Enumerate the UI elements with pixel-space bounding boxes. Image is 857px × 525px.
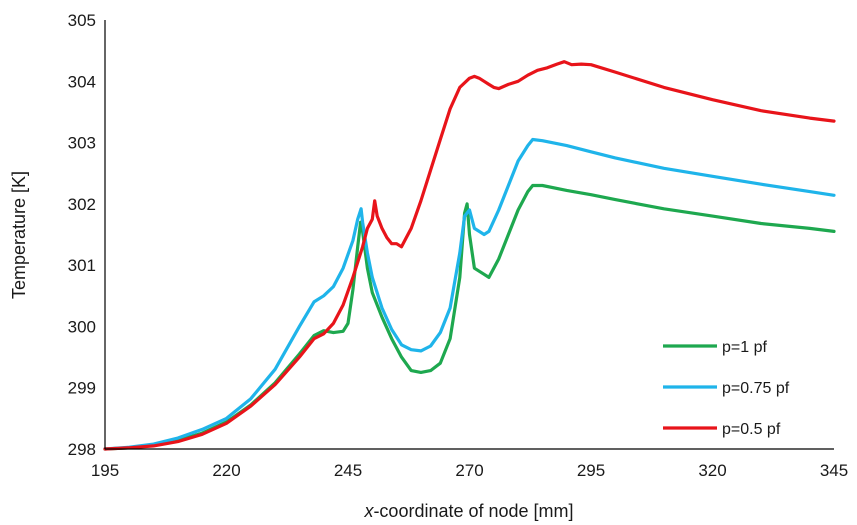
legend-label-2: p=0.75 pf <box>722 380 790 397</box>
y-tick-labels: 298 299 300 301 302 303 304 305 <box>68 11 96 459</box>
y-tick-label: 305 <box>68 11 96 30</box>
legend: p=1 pf p=0.75 pf p=0.5 pf <box>663 339 790 438</box>
x-tick-label: 295 <box>577 461 605 480</box>
series-line-2 <box>103 137 836 451</box>
x-tick-label: 345 <box>820 461 848 480</box>
series-line-3 <box>103 60 836 451</box>
y-tick-label: 300 <box>68 317 96 336</box>
y-axis-title: Temperature [K] <box>9 171 29 299</box>
y-tick-label: 302 <box>68 195 96 214</box>
x-tick-label: 320 <box>698 461 726 480</box>
legend-label-3: p=0.5 pf <box>722 421 781 438</box>
x-tick-label: 195 <box>91 461 119 480</box>
series-layer <box>103 60 836 451</box>
x-tick-label: 220 <box>212 461 240 480</box>
y-tick-label: 298 <box>68 440 96 459</box>
x-axis-title: x-coordinate of node [mm] <box>363 501 573 521</box>
y-tick-label: 303 <box>68 134 96 153</box>
legend-label-1: p=1 pf <box>722 339 767 356</box>
y-tick-label: 304 <box>68 72 96 91</box>
series-line-1 <box>103 183 836 451</box>
x-tick-label: 245 <box>334 461 362 480</box>
y-tick-label: 301 <box>68 256 96 275</box>
x-tick-labels: 195 220 245 270 295 320 345 <box>91 461 848 480</box>
y-tick-label: 299 <box>68 379 96 398</box>
x-tick-label: 270 <box>455 461 483 480</box>
x-axis-title-rest: -coordinate of node [mm] <box>373 501 573 521</box>
x-axis-title-italic: x <box>363 501 374 521</box>
